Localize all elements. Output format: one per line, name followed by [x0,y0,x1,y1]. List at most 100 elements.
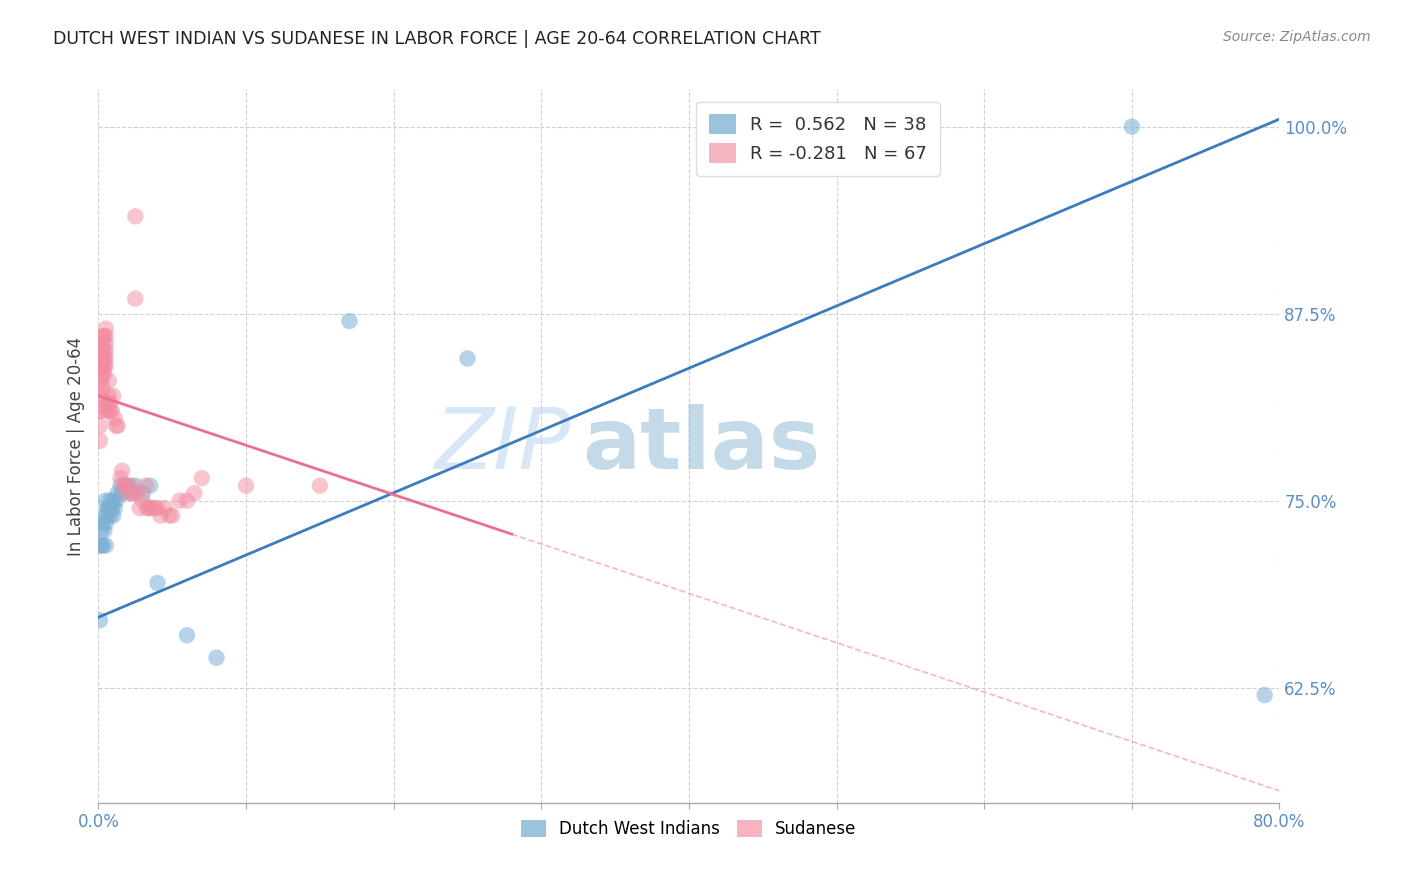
Point [138,501,160,516]
Point [105,493,128,508]
Point [110,471,132,485]
Point [94,516,117,530]
Point [104,411,127,425]
Point [100,501,122,516]
Point [96,501,118,516]
Point [91,367,114,381]
Point [96,508,118,523]
Point [98,396,121,410]
Text: ZIP: ZIP [434,404,571,488]
Point [94,539,117,553]
Point [157,508,180,523]
Point [114,478,136,492]
Point [90,539,112,553]
Point [93,329,115,343]
Point [97,389,120,403]
Point [96,396,118,410]
Point [91,539,114,553]
Point [141,501,163,516]
Point [457,351,479,366]
Point [110,478,132,492]
Point [89,389,111,403]
Point [103,389,125,403]
Legend: Dutch West Indians, Sudanese: Dutch West Indians, Sudanese [515,813,863,845]
Point [91,336,114,351]
Point [91,359,114,373]
Point [146,575,169,590]
Point [93,344,115,359]
Point [105,418,128,433]
Point [143,501,166,516]
Point [94,351,117,366]
Point [162,508,183,523]
Point [103,493,125,508]
Point [124,292,146,306]
Point [98,404,121,418]
Point [89,374,111,388]
Point [90,374,112,388]
Point [309,478,332,492]
Point [97,501,120,516]
Point [120,486,142,500]
Point [107,418,129,433]
Point [98,508,121,523]
Point [91,351,114,366]
Point [96,404,118,418]
Text: DUTCH WEST INDIAN VS SUDANESE IN LABOR FORCE | AGE 20-64 CORRELATION CHART: DUTCH WEST INDIAN VS SUDANESE IN LABOR F… [53,30,821,48]
Point [124,478,146,492]
Point [153,501,176,516]
Point [93,367,115,381]
Point [1254,688,1277,702]
Point [139,478,162,492]
Point [94,344,117,359]
Point [107,486,129,500]
Y-axis label: In Labor Force | Age 20-64: In Labor Force | Age 20-64 [66,336,84,556]
Text: Source: ZipAtlas.com: Source: ZipAtlas.com [1223,30,1371,45]
Point [91,516,114,530]
Point [89,434,111,448]
Point [169,493,191,508]
Point [89,418,111,433]
Point [94,359,117,373]
Point [114,478,136,492]
Point [94,329,117,343]
Point [97,396,120,410]
Point [90,359,112,373]
Point [94,336,117,351]
Point [117,486,139,500]
Point [136,501,159,516]
Point [93,524,115,538]
Point [149,508,172,523]
Point [93,359,115,373]
Point [89,613,111,627]
Point [205,650,228,665]
Point [94,321,117,335]
Point [93,508,115,523]
Point [176,493,198,508]
Point [90,404,112,418]
Point [112,478,135,492]
Point [97,501,120,516]
Point [90,389,112,403]
Point [191,471,214,485]
Point [235,478,257,492]
Point [90,524,112,538]
Point [122,486,145,500]
Point [89,404,111,418]
Point [89,539,111,553]
Point [98,493,121,508]
Point [125,486,148,500]
Point [111,464,134,478]
Point [176,628,198,642]
Point [124,210,146,224]
Point [91,344,114,359]
Point [111,486,134,500]
Point [104,501,127,516]
Point [146,501,169,516]
Point [135,478,157,492]
Point [1121,120,1143,134]
Point [91,381,114,395]
Point [100,404,122,418]
Point [103,508,125,523]
Point [91,329,114,343]
